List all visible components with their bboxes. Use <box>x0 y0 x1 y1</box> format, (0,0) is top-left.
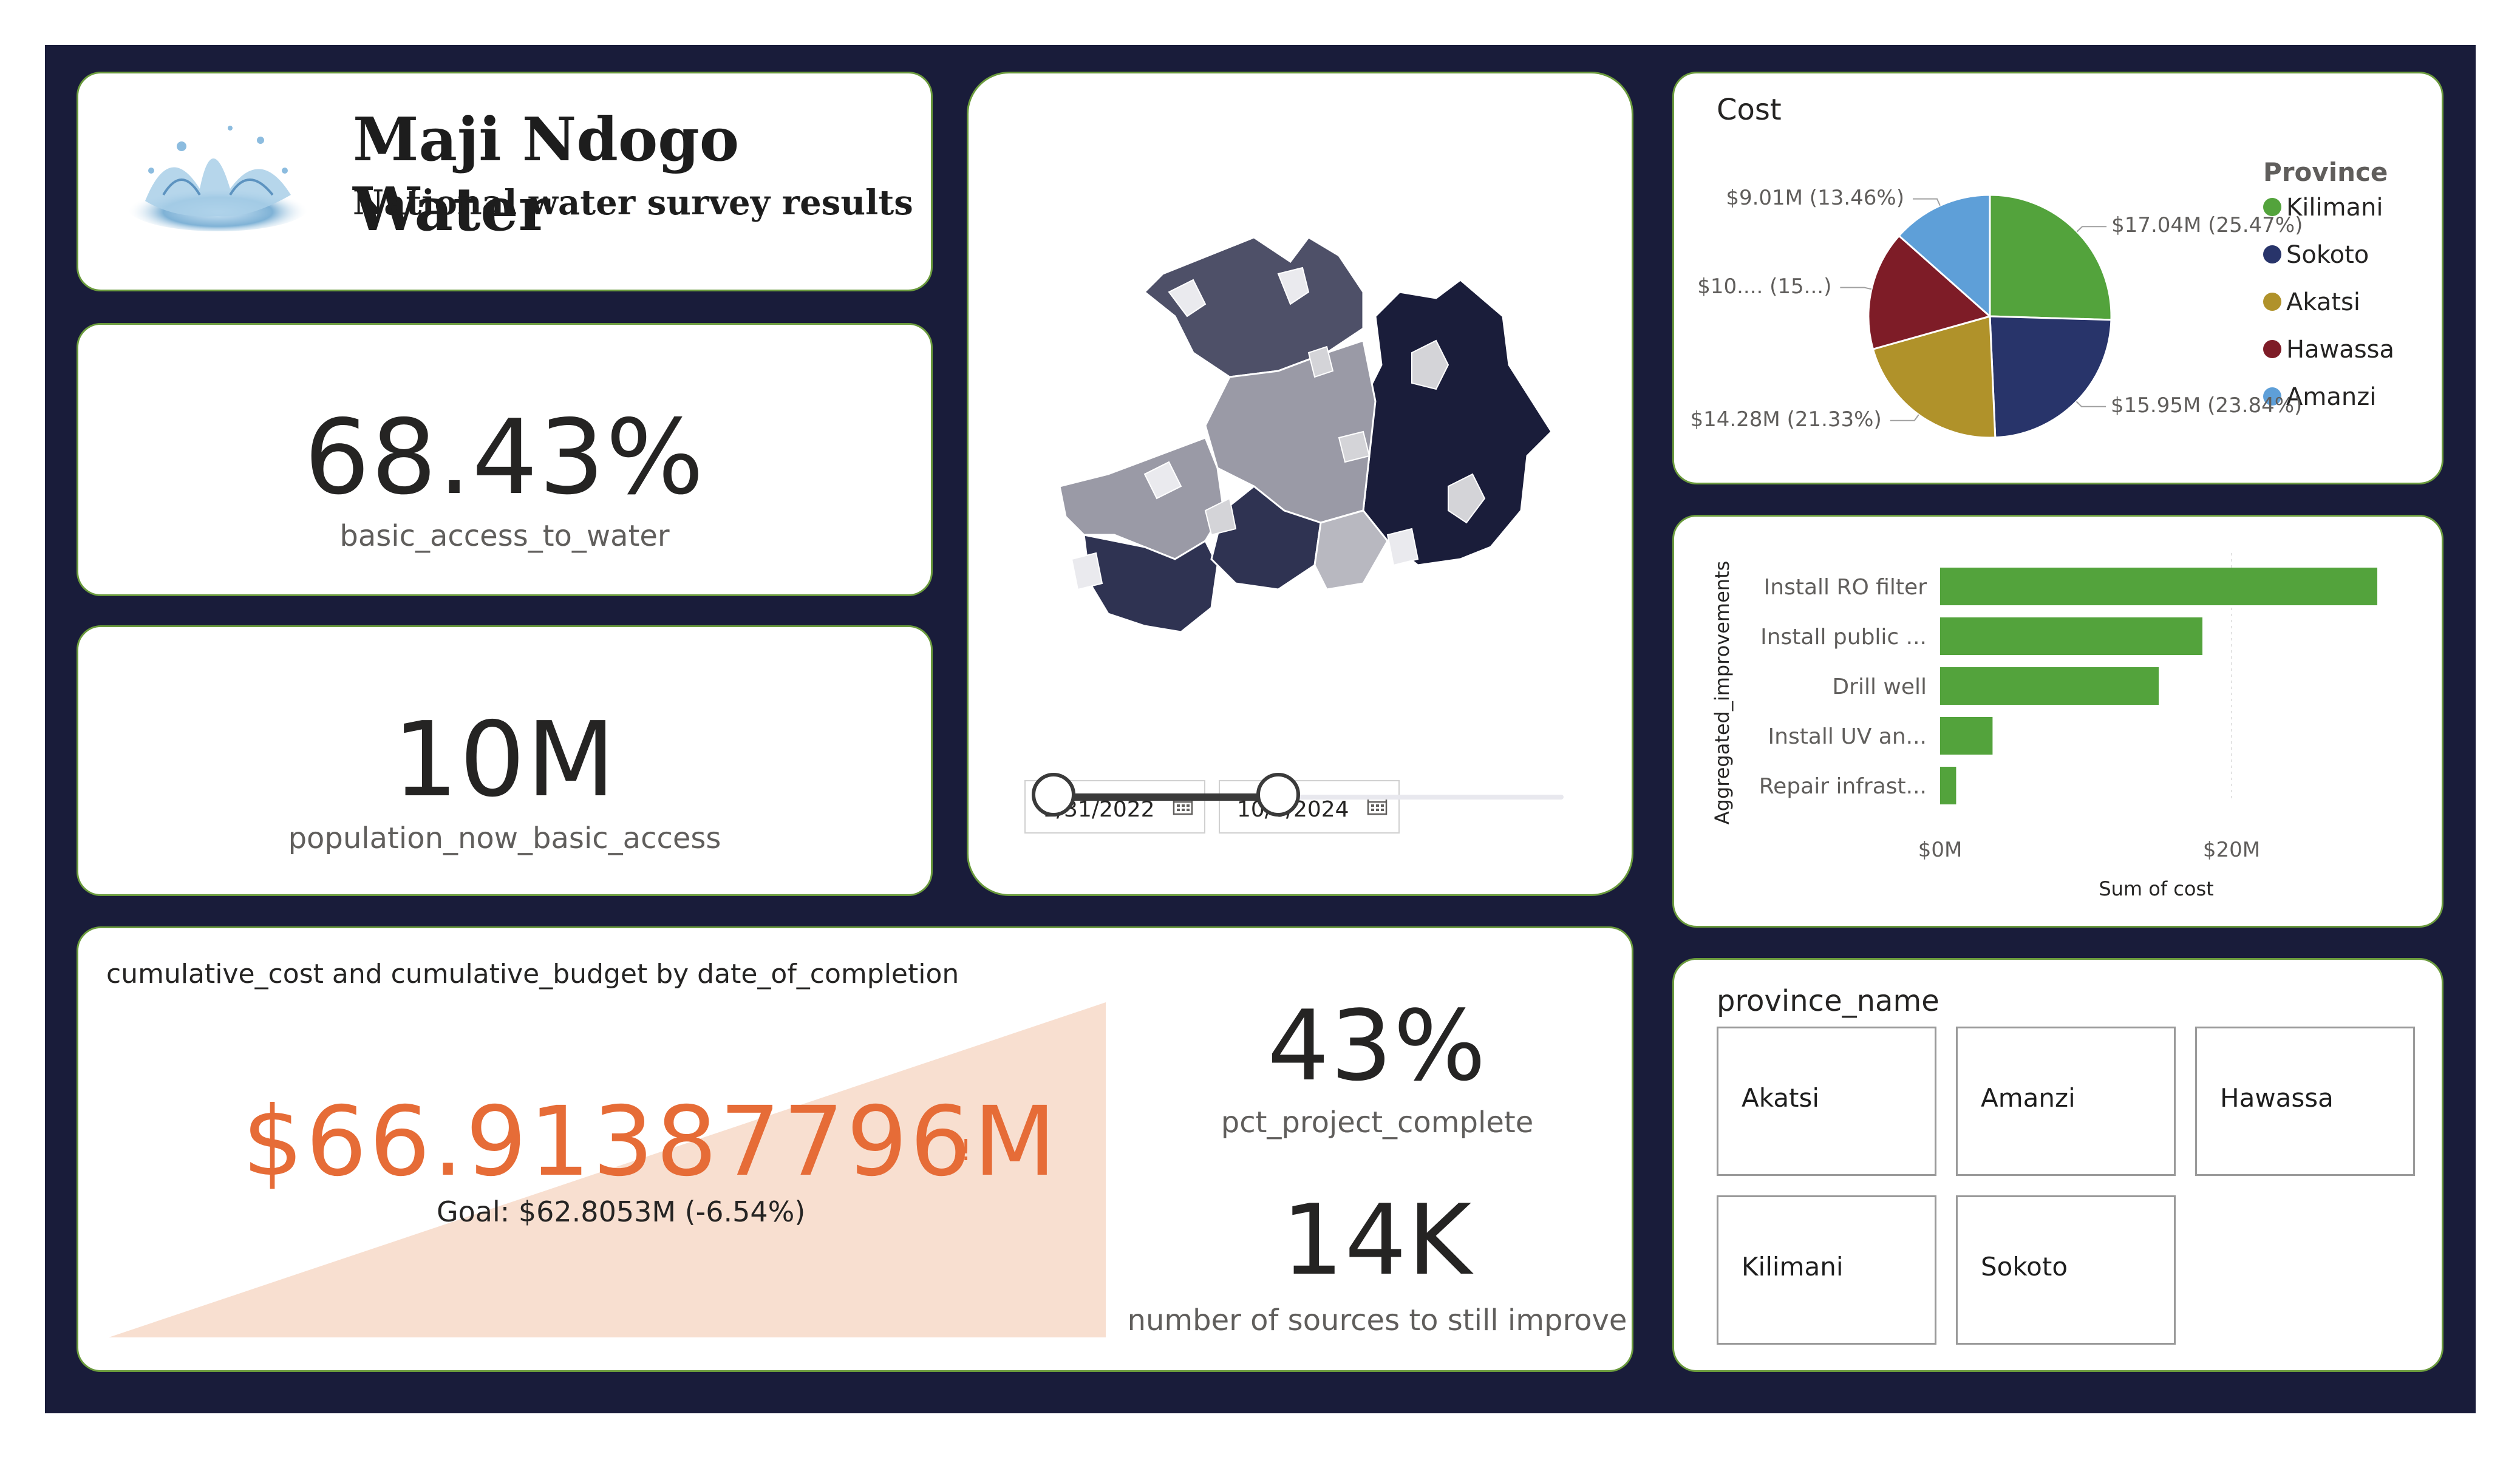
pie-data-label: $15.95M (23.84%) <box>2111 393 2303 418</box>
province-tile-hawassa[interactable]: Hawassa <box>2195 1027 2415 1176</box>
province-tile-sokoto[interactable]: Sokoto <box>1956 1195 2176 1345</box>
map-region-southwest <box>1083 534 1219 633</box>
map-region-east <box>1362 279 1553 566</box>
cumulative-area-chart[interactable] <box>78 928 1633 1372</box>
pie-slice-hawassa[interactable] <box>1867 234 1992 350</box>
x-tick-label: $0M <box>1918 838 1963 862</box>
province-tile-label: Kilimani <box>1742 1252 1844 1282</box>
improvements-bar-card: Install RO filter Install public ... Drill… <box>1672 515 2443 928</box>
legend-label: Akatsi <box>2286 288 2360 316</box>
sources-label: number of sources to still improve <box>1127 1303 1627 1337</box>
end-date-input[interactable]: 10/6/2024 <box>1219 780 1400 834</box>
bar-1[interactable] <box>1940 617 2202 655</box>
slider-end-handle[interactable] <box>1256 773 1300 817</box>
slider-start-handle[interactable] <box>1032 773 1075 817</box>
pie-slice-akatsi[interactable] <box>1871 315 1997 439</box>
legend-dot-icon <box>2263 198 2281 216</box>
pie-data-label: $10.... (15...) <box>1697 274 1832 299</box>
y-axis-title: Aggregated_improvements <box>1711 561 1734 825</box>
pie-legend-title: Province <box>2263 157 2388 187</box>
title-card: Maji Ndogo Water National water survey r… <box>77 72 933 291</box>
pie-data-label: $17.04M (25.47%) <box>2111 213 2303 238</box>
bar-4[interactable] <box>1940 767 1956 804</box>
bar-category-label: Install UV an... <box>1768 724 1927 749</box>
calendar-icon[interactable] <box>1173 795 1193 815</box>
pie-slice-amanzi[interactable] <box>1898 194 1991 319</box>
basic-access-value: 68.43% <box>304 398 706 518</box>
province-tile-akatsi[interactable]: Akatsi <box>1717 1027 1936 1176</box>
bar-3[interactable] <box>1940 717 1993 755</box>
pct-complete-label: pct_project_complete <box>1221 1105 1534 1139</box>
province-tile-label: Amanzi <box>1981 1083 2076 1113</box>
basic-access-card: 68.43% basic_access_to_water <box>77 323 933 596</box>
legend-label: Sokoto <box>2286 241 2369 269</box>
x-tick-label: $20M <box>2203 838 2260 862</box>
province-slicer-card: province_name Akatsi Amanzi Hawassa Kili… <box>1672 958 2443 1372</box>
pie-slice-kilimani[interactable] <box>1989 194 2113 321</box>
legend-item-amanzi[interactable]: Amanzi <box>2263 383 2376 411</box>
calendar-icon[interactable] <box>1367 795 1388 815</box>
cumulative-budget-area <box>109 1002 1106 1337</box>
province-slicer-title: province_name <box>1717 984 1939 1018</box>
legend-dot-icon <box>2263 245 2281 263</box>
province-tile-label: Sokoto <box>1981 1252 2068 1282</box>
province-tile-label: Hawassa <box>2220 1083 2334 1113</box>
pie-data-label: $14.28M (21.33%) <box>1690 407 1882 432</box>
cost-pie-card: Cost Province Kilimani Sokoto Akatsi Hawass… <box>1672 72 2443 484</box>
pie-leader-line <box>2076 226 2107 233</box>
cumulative-chart-title: cumulative_cost and cumulative_budget by… <box>106 959 959 990</box>
bar-2[interactable] <box>1940 667 2159 705</box>
pie-slice-sokoto[interactable] <box>1989 315 2113 439</box>
legend-item-kilimani[interactable]: Kilimani <box>2263 194 2383 222</box>
cost-pie-chart[interactable] <box>1674 73 2443 484</box>
bar-0[interactable] <box>1940 568 2377 605</box>
population-label: population_now_basic_access <box>288 821 721 855</box>
legend-item-sokoto[interactable]: Sokoto <box>2263 241 2369 269</box>
legend-item-hawassa[interactable]: Hawassa <box>2263 336 2394 364</box>
legend-dot-icon <box>2263 293 2281 311</box>
cumulative-value: $66.91387796M <box>242 1086 1059 1198</box>
province-tile-amanzi[interactable]: Amanzi <box>1956 1027 2176 1176</box>
basic-access-label: basic_access_to_water <box>339 519 670 553</box>
legend-label: Hawassa <box>2286 336 2395 364</box>
legend-label: Kilimani <box>2286 194 2383 222</box>
bar-category-label: Install public ... <box>1760 625 1927 650</box>
pie-data-label: $9.01M (13.46%) <box>1726 185 1904 210</box>
bar-category-label: Install RO filter <box>1764 575 1927 600</box>
legend-label: Amanzi <box>2286 383 2377 411</box>
pie-leader-line <box>2076 401 2106 407</box>
goal-text: Goal: $62.8053M (-6.54%) <box>437 1195 806 1228</box>
alert-icon: ! <box>960 1133 972 1167</box>
population-card: 10M population_now_basic_access <box>77 625 933 896</box>
pct-complete-value: 43% <box>1267 989 1487 1102</box>
dashboard-title: Maji Ndogo Water <box>353 105 740 245</box>
legend-dot-icon <box>2263 387 2281 406</box>
province-tile-kilimani[interactable]: Kilimani <box>1717 1195 1936 1345</box>
cumulative-cost-card: cumulative_cost and cumulative_budget by… <box>77 926 1633 1372</box>
bar-category-label: Repair infrast... <box>1759 774 1927 799</box>
pie-leader-line <box>1890 414 1919 421</box>
legend-item-akatsi[interactable]: Akatsi <box>2263 288 2360 316</box>
province-map[interactable] <box>1023 171 1570 674</box>
province-tile-label: Akatsi <box>1742 1083 1820 1113</box>
map-card: 1/31/2022 10/6/2024 <box>967 72 1633 896</box>
legend-dot-icon <box>2263 340 2281 358</box>
pie-leader-line <box>1840 287 1872 290</box>
pie-chart-title: Cost <box>1717 93 1782 127</box>
improvements-bar-chart[interactable]: Install RO filter Install public ... Drill… <box>1674 517 2443 928</box>
dashboard-subtitle: National water survey results <box>353 183 913 223</box>
pie-leader-line <box>1912 198 1941 206</box>
population-value: 10M <box>392 700 617 820</box>
map-region-southeast <box>1313 509 1389 591</box>
bar-category-label: Drill well <box>1832 674 1927 699</box>
sources-value: 14K <box>1281 1183 1473 1297</box>
pie-legend: Province Kilimani Sokoto Akatsi Hawassa Aman… <box>2263 157 2439 473</box>
water-splash-icon <box>127 126 309 231</box>
x-axis-title: Sum of cost <box>2099 877 2213 900</box>
